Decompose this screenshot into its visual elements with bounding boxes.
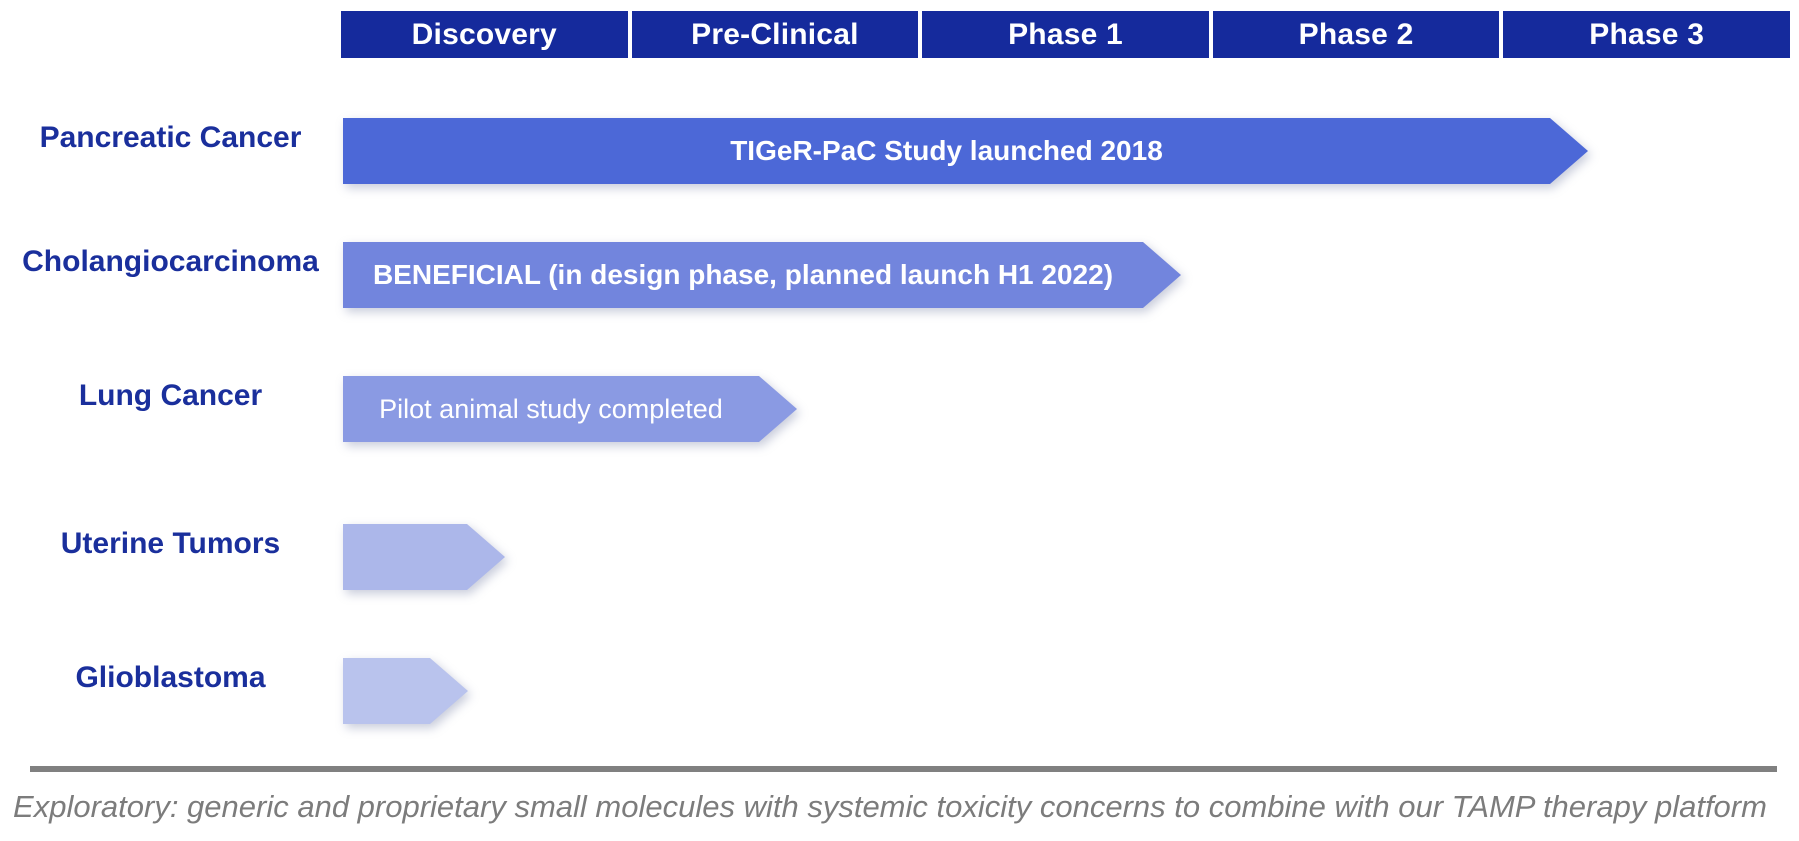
pipeline-row: Lung Cancer Pilot animal study completed [0,376,1799,442]
bar-text: TIGeR-PaC Study launched 2018 [730,135,1163,166]
bar-text: BENEFICIAL (in design phase, planned lau… [372,259,1114,290]
pipeline-row: Cholangiocarcinoma BENEFICIAL (in design … [0,242,1799,308]
pipeline-arrow-bar: Pilot animal study completed [343,376,797,442]
pipeline-arrow-bar [343,524,505,590]
row-label: Cholangiocarcinoma [22,245,319,278]
pipeline-row: Pancreatic Cancer TIGeR-PaC Study launche… [0,118,1799,184]
row-label: Glioblastoma [75,661,266,694]
row-label: Pancreatic Cancer [39,121,302,154]
stage-header-pre-clinical: Pre-Clinical [631,11,919,58]
pipeline-arrow-bar: BENEFICIAL (in design phase, planned lau… [343,242,1181,308]
stage-header-phase-1: Phase 1 [922,11,1209,58]
row-label: Lung Cancer [78,379,263,412]
footer-divider [30,766,1777,772]
stage-header-row: Discovery Pre-Clinical Phase 1 Phase 2 Phase… [341,11,1790,58]
arrow-shape [343,658,468,724]
exploratory-note: Exploratory: generic and proprietary sma… [13,789,1767,824]
stage-header-phase-2: Phase 2 [1212,11,1500,58]
arrow-shape: Pilot animal study completed [343,376,797,442]
stage-header-discovery: Discovery [341,11,628,58]
arrow-shape: TIGeR-PaC Study launched 2018 [343,118,1588,184]
stage-header-phase-3: Phase 3 [1503,11,1790,58]
pipeline-arrow-bar: TIGeR-PaC Study launched 2018 [343,118,1588,184]
pipeline-row: Uterine Tumors [0,524,1799,590]
arrow-shape [343,524,505,590]
bar-text: Pilot animal study completed [379,393,723,424]
pipeline-row: Glioblastoma [0,658,1799,724]
arrow-shape: BENEFICIAL (in design phase, planned lau… [343,242,1181,308]
pipeline-arrow-bar [343,658,468,724]
row-label: Uterine Tumors [60,527,281,560]
